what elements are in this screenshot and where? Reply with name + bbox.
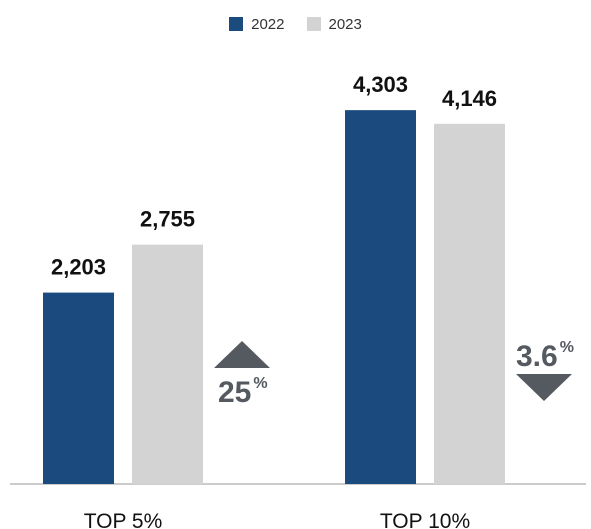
change-value-top-5: 25 (218, 376, 251, 409)
change-value-top-10: 3.6 (516, 340, 558, 373)
bar-top-10-2023 (434, 123, 505, 484)
up-arrow-icon (214, 341, 270, 368)
category-label-top-5: TOP 5% (84, 510, 163, 529)
data-label-top-10-2023: 4,146 (442, 86, 497, 111)
legend: 2022 2023 (0, 14, 591, 34)
bar-top-10-2022 (345, 110, 416, 485)
legend-swatch-2022 (229, 17, 244, 31)
down-arrow-icon (516, 374, 572, 401)
change-suffix-top-10: % (560, 339, 574, 356)
legend-item-2022: 2022 (229, 15, 285, 33)
data-label-top-10-2022: 4,303 (353, 72, 408, 97)
legend-swatch-2023 (306, 17, 321, 31)
legend-item-2023: 2023 (306, 15, 362, 33)
bar-top-5-2023 (132, 244, 203, 484)
change-suffix-top-5: % (253, 375, 267, 392)
category-label-top-10: TOP 10% (380, 510, 470, 529)
bar-top-5-2022 (43, 292, 114, 484)
legend-label-2023: 2023 (328, 15, 362, 33)
data-label-top-5-2022: 2,203 (51, 255, 106, 280)
legend-label-2022: 2022 (251, 15, 285, 33)
data-label-top-5-2023: 2,755 (140, 207, 195, 232)
